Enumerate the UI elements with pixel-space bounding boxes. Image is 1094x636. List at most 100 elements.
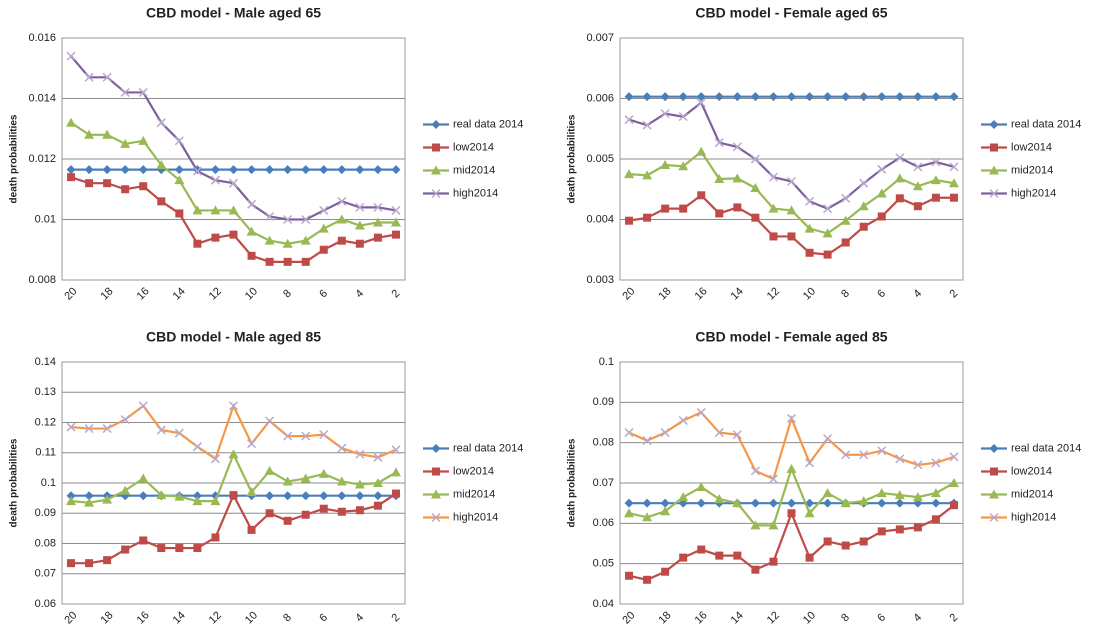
legend-marker bbox=[432, 143, 440, 152]
legend-label: mid2014 bbox=[1011, 164, 1053, 176]
x-tick-label: 14 bbox=[729, 609, 746, 626]
marker bbox=[786, 205, 797, 215]
legend-marker bbox=[989, 489, 999, 499]
marker bbox=[912, 492, 923, 502]
marker bbox=[624, 428, 634, 438]
marker bbox=[373, 233, 382, 242]
x-tick-label: 18 bbox=[656, 609, 673, 626]
marker bbox=[85, 179, 94, 188]
marker bbox=[696, 498, 706, 508]
marker bbox=[876, 188, 887, 198]
marker bbox=[283, 257, 292, 266]
y-tick-label: 0.012 bbox=[28, 153, 56, 165]
legend-marker bbox=[431, 165, 441, 175]
marker bbox=[390, 467, 401, 477]
y-tick-label: 0.016 bbox=[28, 32, 56, 44]
marker bbox=[877, 212, 886, 221]
marker bbox=[102, 129, 113, 139]
x-tick-label: 10 bbox=[243, 285, 260, 302]
marker bbox=[696, 407, 706, 417]
marker bbox=[174, 136, 184, 146]
marker bbox=[318, 468, 329, 478]
x-tick-label: 12 bbox=[765, 285, 782, 302]
x-tick-label: 20 bbox=[62, 285, 79, 302]
marker bbox=[823, 537, 832, 546]
marker bbox=[354, 220, 365, 230]
legend-label: real data 2014 bbox=[1011, 442, 1081, 454]
marker bbox=[355, 506, 364, 515]
legend-label: mid2014 bbox=[453, 164, 495, 176]
x-tick-label: 20 bbox=[620, 609, 637, 626]
marker bbox=[391, 445, 401, 455]
marker bbox=[247, 439, 257, 449]
marker bbox=[732, 498, 743, 508]
marker bbox=[679, 553, 688, 562]
marker bbox=[192, 166, 202, 176]
x-tick-label: 18 bbox=[98, 285, 115, 302]
legend-label: low2014 bbox=[1011, 141, 1052, 153]
marker bbox=[858, 201, 869, 211]
marker bbox=[355, 165, 365, 175]
marker bbox=[264, 235, 275, 245]
marker bbox=[355, 491, 365, 501]
marker bbox=[138, 135, 149, 145]
marker bbox=[696, 146, 707, 156]
marker bbox=[247, 251, 256, 260]
chart-title: CBD model - Male aged 65 bbox=[146, 5, 321, 21]
marker bbox=[805, 553, 814, 562]
marker bbox=[642, 120, 652, 130]
x-tick-label: 16 bbox=[135, 285, 152, 302]
series-line bbox=[70, 55, 397, 221]
marker bbox=[841, 541, 850, 550]
marker bbox=[948, 178, 959, 188]
y-tick-label: 0.1 bbox=[599, 356, 614, 368]
x-tick-label: 12 bbox=[765, 609, 782, 626]
y-tick-label: 0.07 bbox=[593, 477, 614, 489]
marker bbox=[210, 165, 220, 175]
marker bbox=[787, 92, 796, 102]
marker bbox=[265, 491, 275, 501]
marker bbox=[355, 449, 365, 459]
x-tick-label: 16 bbox=[135, 609, 152, 626]
marker bbox=[840, 498, 851, 508]
marker bbox=[84, 129, 95, 139]
marker bbox=[750, 92, 760, 102]
marker bbox=[156, 490, 167, 500]
marker bbox=[319, 205, 329, 215]
marker bbox=[301, 165, 311, 175]
marker bbox=[660, 498, 670, 508]
marker bbox=[283, 431, 293, 441]
marker bbox=[678, 112, 688, 122]
marker bbox=[642, 436, 652, 446]
marker bbox=[661, 204, 670, 213]
marker bbox=[210, 454, 220, 464]
legend-label: real data 2014 bbox=[453, 442, 523, 454]
marker bbox=[624, 92, 634, 102]
series-line bbox=[628, 150, 955, 235]
marker bbox=[696, 92, 706, 102]
marker bbox=[283, 516, 292, 525]
marker bbox=[264, 465, 275, 475]
marker bbox=[930, 175, 941, 185]
marker bbox=[301, 431, 311, 441]
marker bbox=[625, 571, 634, 580]
legend-label: low2014 bbox=[1011, 465, 1052, 477]
marker bbox=[841, 92, 851, 102]
marker bbox=[66, 165, 76, 175]
marker bbox=[895, 194, 904, 203]
y-tick-label: 0.08 bbox=[35, 537, 56, 549]
x-tick-label: 14 bbox=[171, 609, 188, 626]
marker bbox=[768, 92, 778, 102]
marker bbox=[66, 117, 77, 127]
marker bbox=[714, 138, 724, 148]
marker bbox=[859, 537, 868, 546]
marker bbox=[768, 172, 778, 182]
marker bbox=[301, 257, 310, 266]
marker bbox=[192, 442, 202, 452]
marker bbox=[66, 496, 77, 506]
marker bbox=[174, 165, 184, 175]
marker bbox=[67, 559, 76, 568]
marker bbox=[913, 92, 923, 102]
marker bbox=[787, 509, 796, 518]
marker bbox=[300, 235, 311, 245]
